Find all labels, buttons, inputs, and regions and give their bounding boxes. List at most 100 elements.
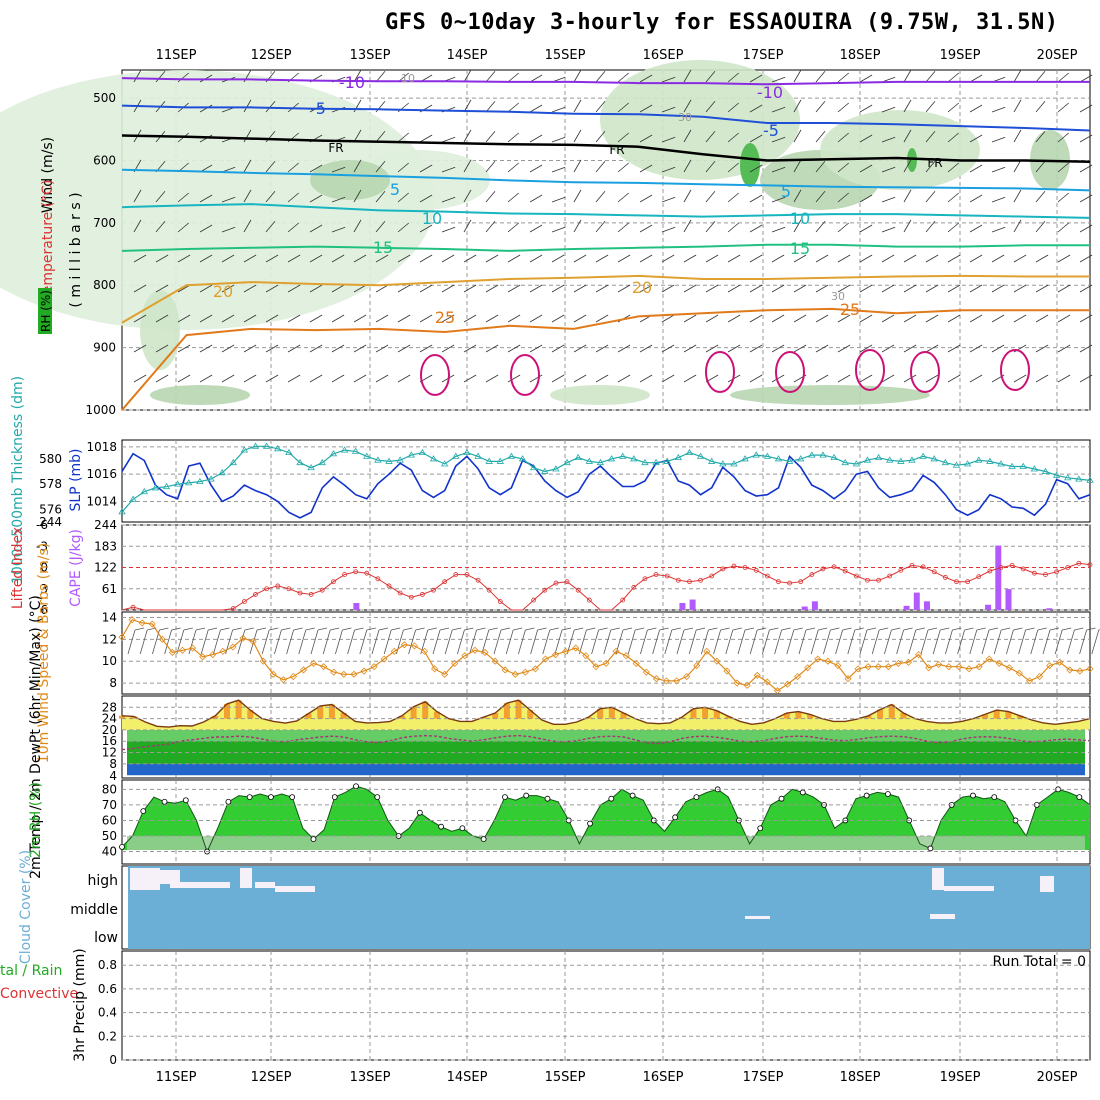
- axis-label-slp: SLP (mb): [68, 448, 84, 511]
- wind-barb: [595, 344, 609, 353]
- thickness-point: [185, 479, 193, 486]
- li-point: [464, 572, 470, 577]
- wind-speed-point: [965, 665, 973, 673]
- rh-band: [127, 836, 1085, 850]
- surface-wind-barb: [200, 629, 209, 655]
- wind-barb: [463, 129, 472, 143]
- wind-barb: [903, 159, 912, 173]
- wind-speed-point: [481, 648, 489, 657]
- wind-barb: [551, 254, 565, 263]
- wind-barb: [859, 374, 873, 383]
- wind-barb: [595, 284, 609, 293]
- wind-barb: [749, 344, 763, 353]
- thickness-point: [1019, 462, 1027, 469]
- isotherm-15: [121, 243, 1090, 252]
- wind-speed-point: [330, 668, 338, 676]
- axis-label-temp: 2m Temp / 2m DewPt (6hr Min/Max) (°C): [28, 595, 44, 879]
- li-point: [820, 566, 826, 572]
- surface-wind-barb: [903, 627, 913, 631]
- surface-wind-barb: [561, 627, 572, 631]
- wind-barb: [881, 136, 896, 143]
- wind-barb: [727, 72, 739, 83]
- wind-speed-point: [794, 672, 802, 681]
- surface-wind-barb: [1079, 629, 1087, 655]
- wind-barb: [551, 344, 565, 353]
- wind-speed-point: [975, 663, 983, 671]
- thickness-point: [1086, 476, 1094, 483]
- surface-wind-barb: [439, 627, 450, 631]
- wind-barb: [573, 129, 582, 143]
- surface-wind-barb: [195, 627, 206, 631]
- wind-barb: [837, 102, 849, 113]
- wind-barb: [1057, 222, 1069, 233]
- wind-barb: [947, 314, 961, 323]
- wind-barb: [661, 314, 675, 323]
- li-point: [764, 573, 770, 579]
- thickness-point: [941, 458, 950, 466]
- wind-barb: [639, 374, 653, 383]
- wind-barb: [947, 72, 959, 83]
- wind-barb: [903, 374, 917, 383]
- surface-wind-barb: [591, 629, 599, 655]
- thickness-point: [841, 458, 849, 466]
- wind-speed-point: [743, 681, 751, 689]
- wind-barb: [309, 254, 323, 263]
- rh-shading: [600, 60, 800, 180]
- wind-barb: [397, 284, 411, 293]
- wind-barb: [507, 102, 519, 113]
- surface-wind-barb: [391, 627, 401, 631]
- wind-barb: [771, 226, 786, 233]
- slp-tick: 1018: [86, 440, 117, 454]
- wind-barb: [353, 129, 362, 143]
- wind-barb: [375, 101, 386, 113]
- thickness-point: [274, 445, 282, 452]
- wind-barb: [683, 254, 697, 263]
- wind-barb: [1035, 254, 1049, 263]
- wind-speed-point: [1036, 672, 1044, 681]
- surface-wind-barb: [139, 629, 148, 655]
- wind-speed-point: [612, 647, 620, 655]
- wind-barb: [507, 192, 519, 203]
- cape-bar: [689, 599, 696, 610]
- wind-barb: [661, 344, 675, 353]
- li-point: [553, 580, 559, 586]
- rh-point: [672, 814, 679, 821]
- wind-barb: [353, 219, 362, 233]
- wind-barb: [507, 72, 519, 83]
- chart-title: GFS 0~10day 3-hourly for ESSAOUIRA (9.75…: [385, 10, 1059, 35]
- wind-barb: [221, 374, 235, 383]
- wind-barb: [969, 374, 983, 383]
- surface-wind-barb: [744, 627, 755, 631]
- wind-barb: [199, 374, 213, 383]
- wind-barb: [991, 226, 1006, 233]
- wind-speed-point: [370, 663, 378, 671]
- wind-barb: [243, 374, 257, 383]
- rh-point: [140, 808, 147, 815]
- surface-wind-barb: [810, 629, 819, 655]
- wind-barb: [133, 69, 142, 83]
- surface-wind-barb: [945, 629, 953, 655]
- wind-barb: [155, 221, 166, 233]
- thickness-tick: 576: [39, 502, 62, 516]
- li-point: [375, 576, 381, 582]
- rh-tick: 50: [102, 829, 117, 843]
- thickness-point: [1008, 462, 1016, 469]
- wind-speed-point: [148, 620, 156, 628]
- wind-speed-point: [592, 663, 600, 671]
- thickness-point: [819, 451, 827, 458]
- wind-speed-point: [219, 647, 227, 655]
- wind-barb: [749, 104, 763, 113]
- li-point: [1020, 566, 1026, 572]
- wind-speed-point: [340, 670, 348, 678]
- wind-barb: [199, 284, 213, 293]
- wind-speed-point: [925, 664, 933, 672]
- thickness-point: [707, 457, 716, 464]
- wind-speed-point: [158, 635, 166, 643]
- wind-speed-point: [531, 665, 539, 673]
- surface-wind-barb: [652, 629, 660, 655]
- surface-wind-barb: [354, 627, 364, 631]
- li-point: [731, 563, 737, 569]
- cape-bar: [353, 603, 360, 610]
- rh-area: [122, 786, 1090, 852]
- surface-wind-barb: [134, 627, 145, 631]
